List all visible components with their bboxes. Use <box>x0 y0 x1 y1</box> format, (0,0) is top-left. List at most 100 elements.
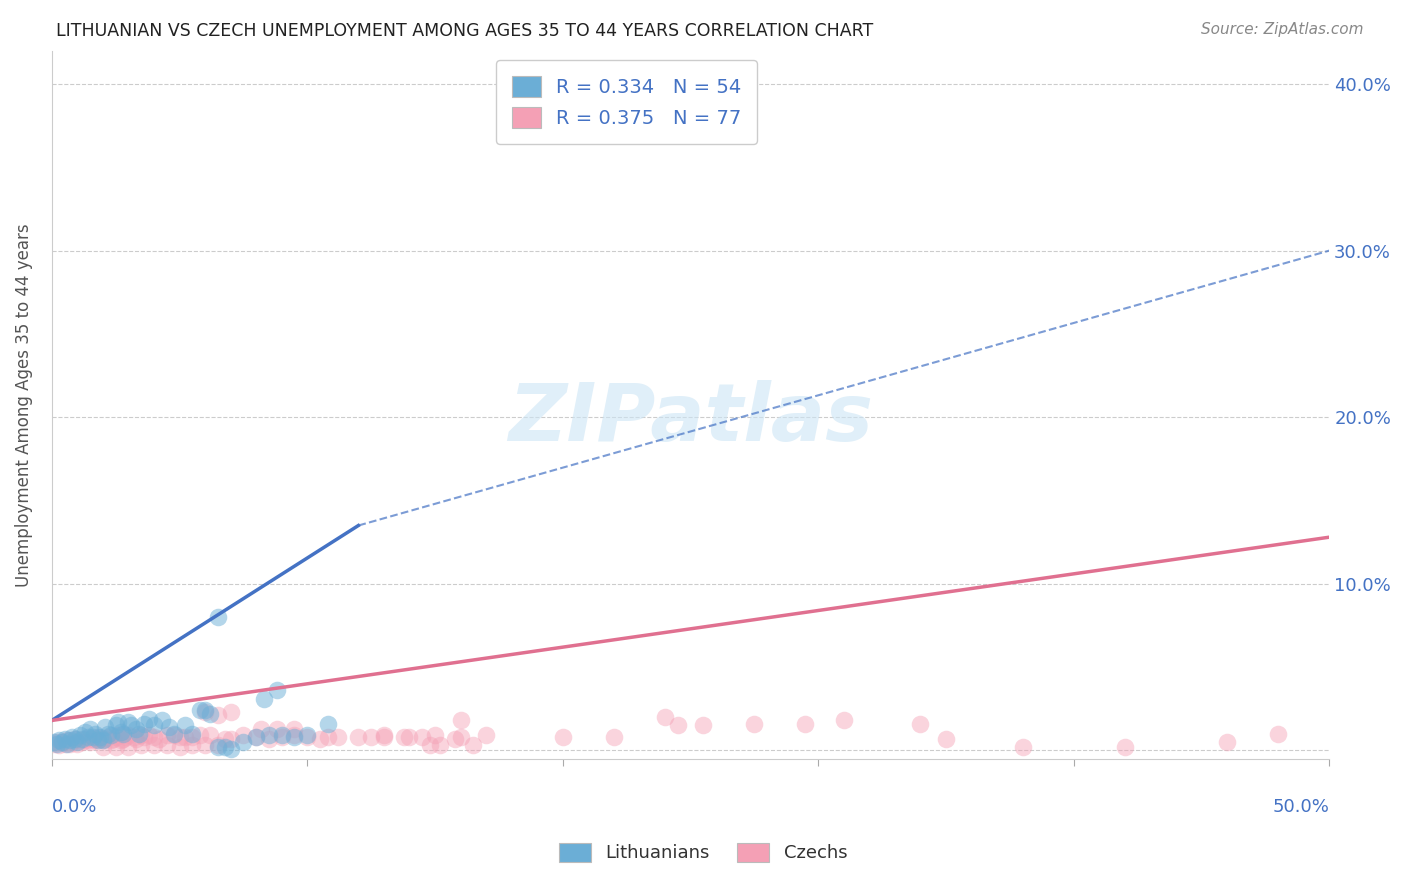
Point <box>87 733 110 747</box>
Point <box>100 729 122 743</box>
Text: 50.0%: 50.0% <box>1272 797 1329 815</box>
Point <box>60 730 83 744</box>
Point <box>117 729 139 743</box>
Point <box>219 731 242 746</box>
Point <box>198 706 221 721</box>
Point <box>110 725 132 739</box>
Point <box>169 730 191 744</box>
Point <box>297 730 319 744</box>
Point <box>107 729 129 743</box>
Point <box>142 718 165 732</box>
Point <box>173 718 195 732</box>
Point <box>214 740 236 755</box>
Point <box>654 710 676 724</box>
Point <box>91 733 114 747</box>
Point <box>257 731 280 746</box>
Point <box>666 718 689 732</box>
Text: Source: ZipAtlas.com: Source: ZipAtlas.com <box>1201 22 1364 37</box>
Point <box>394 730 416 744</box>
Point <box>94 720 117 734</box>
Point <box>444 731 467 746</box>
Point <box>79 722 101 736</box>
Point <box>44 737 66 751</box>
Point <box>132 716 155 731</box>
Point <box>97 727 120 741</box>
Point <box>169 740 191 755</box>
Point <box>97 730 120 744</box>
Point <box>316 716 339 731</box>
Point <box>104 740 127 755</box>
Point <box>138 729 160 743</box>
Point <box>450 730 472 744</box>
Point <box>120 718 142 732</box>
Point <box>63 731 86 746</box>
Point <box>110 733 132 747</box>
Point <box>181 727 204 741</box>
Text: 0.0%: 0.0% <box>52 797 97 815</box>
Point <box>250 722 273 736</box>
Point <box>423 729 446 743</box>
Point <box>82 730 104 744</box>
Point <box>150 714 173 728</box>
Legend: R = 0.334   N = 54, R = 0.375   N = 77: R = 0.334 N = 54, R = 0.375 N = 77 <box>496 61 758 144</box>
Point <box>297 729 319 743</box>
Point <box>128 727 150 741</box>
Text: ZIPatlas: ZIPatlas <box>508 380 873 458</box>
Point <box>132 730 155 744</box>
Point <box>198 729 221 743</box>
Point <box>283 729 305 743</box>
Point <box>104 718 127 732</box>
Point <box>450 714 472 728</box>
Point <box>76 733 98 747</box>
Point <box>72 735 94 749</box>
Point <box>48 733 70 747</box>
Point <box>73 731 96 746</box>
Point <box>309 731 332 746</box>
Point <box>347 730 370 744</box>
Point <box>66 735 89 749</box>
Point <box>91 740 114 755</box>
Point <box>163 729 186 743</box>
Point <box>56 737 79 751</box>
Point <box>207 740 229 755</box>
Point <box>142 739 165 753</box>
Point <box>603 730 626 744</box>
Point <box>316 730 339 744</box>
Point <box>53 731 76 746</box>
Point <box>1216 735 1239 749</box>
Point <box>219 741 242 756</box>
Point <box>66 737 89 751</box>
Point <box>214 731 236 746</box>
Point <box>257 729 280 743</box>
Y-axis label: Unemployment Among Ages 35 to 44 years: Unemployment Among Ages 35 to 44 years <box>15 223 32 587</box>
Point <box>89 730 111 744</box>
Point <box>219 705 242 719</box>
Point <box>373 729 395 743</box>
Point <box>129 729 152 743</box>
Point <box>744 716 766 731</box>
Point <box>87 730 110 744</box>
Point <box>101 731 124 746</box>
Point <box>475 729 498 743</box>
Point <box>1011 740 1033 755</box>
Point <box>194 705 217 719</box>
Point <box>181 730 204 744</box>
Point <box>266 722 288 736</box>
Point <box>125 731 148 746</box>
Point <box>188 703 211 717</box>
Point <box>910 716 932 731</box>
Point <box>148 731 170 746</box>
Point <box>270 730 292 744</box>
Text: LITHUANIAN VS CZECH UNEMPLOYMENT AMONG AGES 35 TO 44 YEARS CORRELATION CHART: LITHUANIAN VS CZECH UNEMPLOYMENT AMONG A… <box>56 22 873 40</box>
Point <box>91 733 114 747</box>
Point <box>232 729 254 743</box>
Point <box>138 712 160 726</box>
Point <box>419 739 441 753</box>
Point <box>398 730 420 744</box>
Point <box>59 737 82 751</box>
Point <box>45 735 67 749</box>
Point <box>232 735 254 749</box>
Legend: Lithuanians, Czechs: Lithuanians, Czechs <box>551 836 855 870</box>
Point <box>112 731 135 746</box>
Point <box>266 683 288 698</box>
